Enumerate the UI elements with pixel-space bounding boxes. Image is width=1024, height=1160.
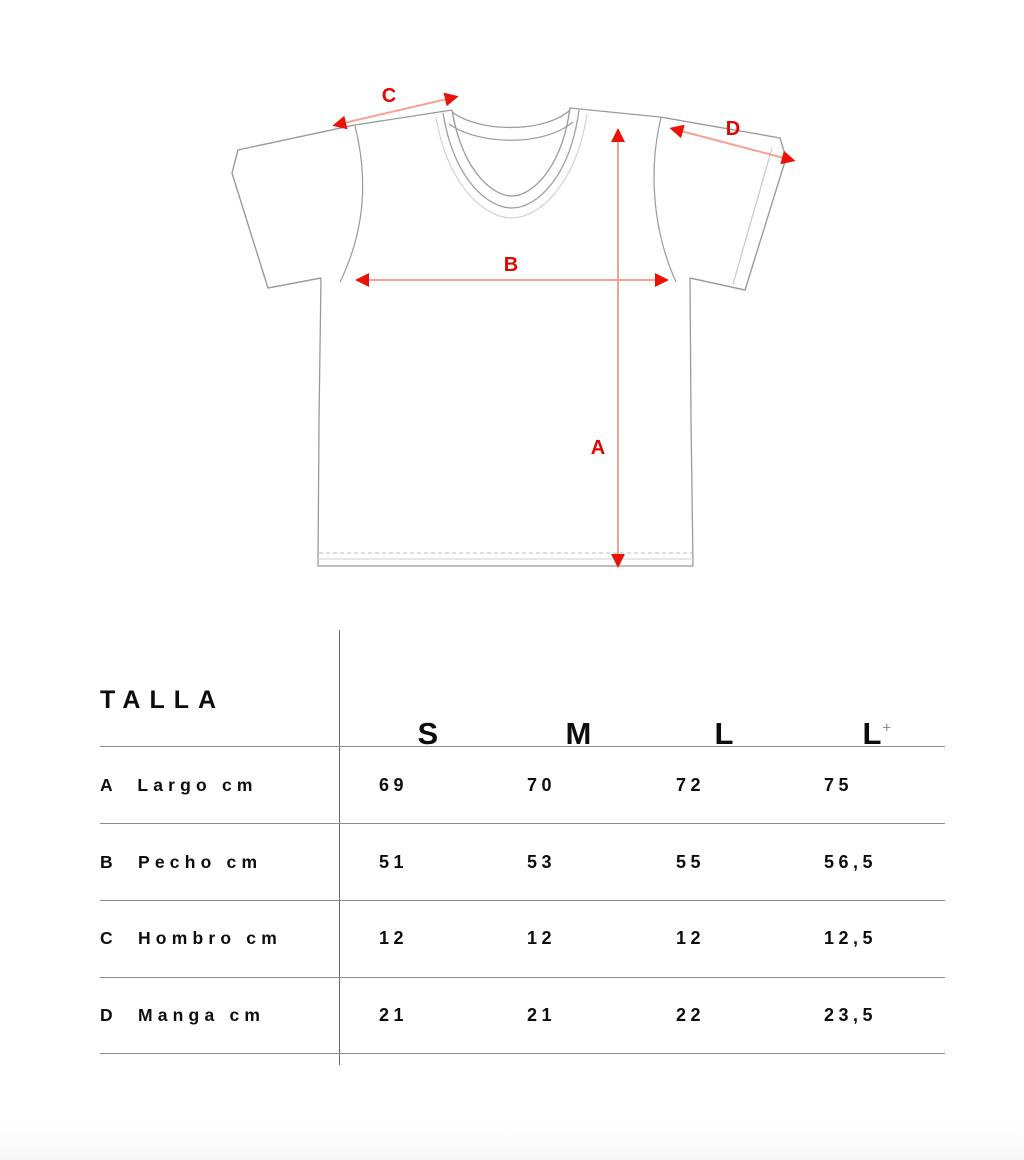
- size-chart-table: TALLA S M L L+ A Largo cm 69 70 72 75 B …: [0, 620, 1024, 1080]
- rule-under-row-b: [100, 900, 945, 901]
- table-header-size-l: L: [676, 680, 734, 788]
- table-vertical-divider: [339, 630, 340, 1065]
- arrow-labels: C D B A: [382, 85, 740, 459]
- right-cuff-hem-line: [732, 147, 773, 285]
- table-header-size-s: S: [379, 680, 439, 788]
- table-header-size-m: M: [527, 680, 592, 788]
- cell-b-lplus: 56,5: [824, 852, 878, 872]
- arrow-c-shoulder: [332, 92, 459, 130]
- cell-c-m: 12: [527, 928, 557, 948]
- left-cuff-line: [267, 277, 322, 289]
- cell-d-m: 21: [527, 1005, 557, 1025]
- left-armhole-seam: [339, 125, 364, 283]
- table-row-label-b: B Pecho cm: [100, 852, 263, 872]
- left-sleeve: [231, 124, 364, 289]
- rule-under-header: [100, 746, 945, 747]
- table-row-label-a: A Largo cm: [100, 775, 258, 795]
- size-l-label: L: [714, 716, 735, 751]
- back-neck-tape-upper: [451, 109, 571, 129]
- collar-outer-edge: [442, 109, 580, 209]
- cell-d-l: 22: [676, 1005, 706, 1025]
- cell-d-s: 21: [379, 1005, 409, 1025]
- cell-c-s: 12: [379, 928, 409, 948]
- label-d: D: [726, 118, 740, 140]
- table-header-size-l-plus: L+: [824, 680, 891, 788]
- rule-under-row-c: [100, 977, 945, 978]
- table-row-label-d: D Manga cm: [100, 1005, 266, 1025]
- rule-under-row-d: [100, 1053, 945, 1054]
- bottom-hem: [318, 552, 693, 560]
- measurement-arrows: [332, 92, 796, 568]
- cell-d-lplus: 23,5: [824, 1005, 878, 1025]
- t-shirt-diagram: C D B A: [231, 85, 796, 568]
- label-a: A: [591, 437, 605, 459]
- cell-b-s: 51: [379, 852, 409, 872]
- cell-a-l: 72: [676, 775, 706, 795]
- neckline: [435, 107, 588, 219]
- cell-c-lplus: 12,5: [824, 928, 878, 948]
- arrow-d-sleeve: [669, 124, 796, 165]
- table-header-row-label: TALLA: [100, 686, 226, 714]
- cell-a-s: 69: [379, 775, 409, 795]
- size-lplus-superscript: +: [882, 719, 892, 737]
- size-m-label: M: [565, 716, 593, 751]
- collar-stitch-line: [435, 113, 588, 219]
- table-row-label-c: C Hombro cm: [100, 928, 282, 948]
- collar-inner-edge: [451, 107, 571, 197]
- label-b: B: [504, 254, 518, 276]
- right-cuff-line: [689, 277, 746, 291]
- rule-under-row-a: [100, 823, 945, 824]
- size-s-label: S: [417, 716, 440, 751]
- cell-c-l: 12: [676, 928, 706, 948]
- cell-b-l: 55: [676, 852, 706, 872]
- t-shirt-technical-drawing: C D B A: [231, 85, 796, 568]
- cell-b-m: 53: [527, 852, 557, 872]
- right-armhole-seam: [653, 117, 677, 283]
- back-neck-tape-lower: [448, 121, 574, 141]
- label-c: C: [382, 85, 396, 107]
- cell-a-lplus: 75: [824, 775, 854, 795]
- size-lplus-label: L: [862, 716, 883, 751]
- cell-a-m: 70: [527, 775, 557, 795]
